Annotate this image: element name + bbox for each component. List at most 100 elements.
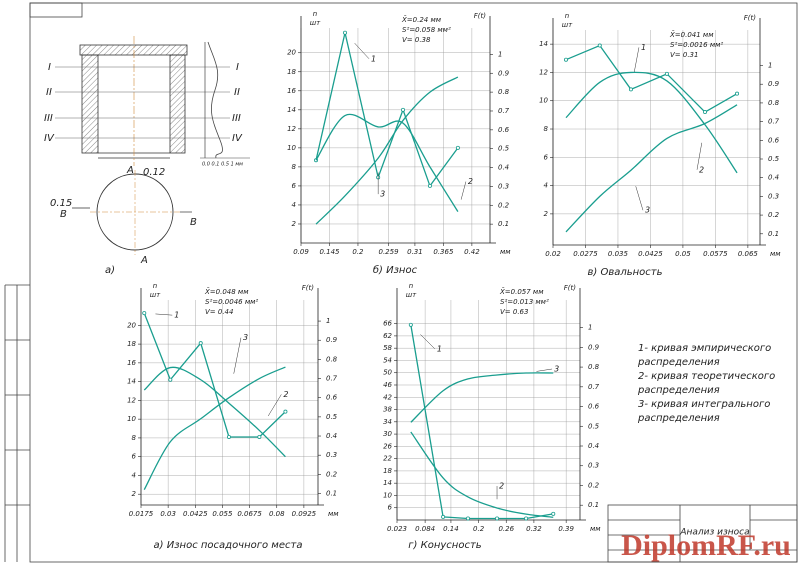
section-label: I	[236, 62, 239, 73]
section-label: II	[46, 87, 52, 98]
y-tick-label: 6	[292, 182, 297, 190]
stats-line: V= 0.31	[670, 51, 698, 59]
x-tick-label: 0.0275	[573, 250, 598, 258]
curve-label: 3	[554, 365, 559, 374]
y2-tick-label: 0.9	[498, 69, 510, 77]
series-line	[143, 312, 286, 438]
stats-line: X̄=0.048 мм	[204, 287, 249, 296]
y2-tick-label: 0.1	[588, 501, 599, 509]
chart: 0.023 0.084 0.14 0.2 0.26 0.32 0.3961014182226…	[383, 282, 601, 551]
y-tick-label: 4	[292, 201, 296, 209]
curve-leader	[354, 42, 370, 59]
y-axis-label: n	[409, 282, 413, 290]
y-tick-label: 14	[383, 479, 392, 487]
section-label: IV	[232, 133, 243, 144]
series-marker	[401, 107, 406, 112]
y2-tick-label: 0.9	[588, 343, 600, 351]
series-line	[143, 366, 286, 458]
stats-line: S²=0.058 мм²	[402, 26, 451, 34]
curve-label: 1	[174, 311, 179, 320]
x-tick-label: 0.31	[407, 248, 423, 256]
y-tick-label: 2	[132, 490, 137, 498]
y2-tick-label: 0.8	[326, 355, 338, 363]
series-marker	[257, 434, 262, 439]
x-tick-label: 0.0175	[129, 510, 154, 518]
y-tick-label: 10	[539, 97, 548, 105]
y2-tick-label: 0.8	[588, 363, 600, 371]
x-tick-label: 0.259	[378, 248, 399, 256]
series-marker	[664, 71, 669, 76]
y-tick-label: 4	[544, 182, 548, 190]
y-tick-label: 20	[127, 321, 136, 329]
y2-tick-label: 0.4	[326, 432, 337, 440]
legend-line: 3- кривая интегрального	[638, 399, 770, 410]
x-axis-label: мм	[500, 248, 511, 256]
series-marker	[198, 341, 203, 346]
y2-tick-label: 0.7	[588, 383, 600, 391]
x-tick-label: 0.084	[415, 525, 435, 533]
y2-tick-label: 0.1	[326, 490, 337, 498]
series-marker	[563, 57, 568, 62]
y2-tick-label: 0.7	[768, 118, 780, 126]
series-marker	[142, 311, 147, 316]
y-tick-label: 42	[383, 393, 392, 401]
section-label: III	[44, 113, 53, 124]
series-line	[565, 104, 738, 233]
legend-line: распределения	[637, 385, 720, 396]
y-tick-label: 54	[383, 356, 392, 364]
curve-leader	[420, 334, 436, 350]
title-block-title: Анализ износа	[679, 528, 749, 538]
curve-label: 3	[380, 190, 385, 199]
y2-tick-label: 0.1	[498, 220, 509, 228]
series-line	[315, 113, 459, 212]
y-tick-label: 8	[132, 434, 137, 442]
y-tick-label: 18	[287, 68, 296, 76]
stats-line: V= 0.44	[205, 308, 233, 316]
y-tick-label: 10	[127, 415, 136, 423]
watermark: DiplomRF.ru	[621, 529, 791, 562]
x-tick-label: 0.365	[433, 248, 454, 256]
y2-tick-label: 0.3	[588, 462, 599, 470]
chart-caption: г) Конусность	[408, 540, 481, 551]
y2-axis-label: F(t)	[302, 284, 315, 292]
y-tick-label: 12	[127, 396, 136, 404]
y-tick-label: 12	[539, 68, 548, 76]
x-tick-label: 0.26	[498, 525, 514, 533]
y2-tick-label: 0.6	[498, 126, 510, 134]
series-marker	[703, 110, 708, 115]
curve-label: 2	[499, 482, 504, 491]
x-tick-label: 0.2	[473, 525, 485, 533]
y-tick-label: 50	[383, 369, 392, 377]
y-tick-label: 38	[383, 406, 392, 414]
curve-label: 2	[468, 177, 473, 186]
y-axis-label: n	[153, 282, 157, 290]
x-tick-label: 0.0675	[237, 510, 262, 518]
section-a-label: A	[140, 255, 148, 266]
y-tick-label: 6	[544, 153, 549, 161]
y2-tick-label: 0.5	[768, 155, 780, 163]
y-axis-label: n	[565, 12, 569, 20]
x-axis-label: мм	[590, 525, 601, 533]
curve-leader	[460, 181, 467, 200]
x-axis-label: мм	[770, 250, 781, 258]
x-tick-label: 0.0575	[703, 250, 728, 258]
stats-line: X̄=0.057 мм	[499, 287, 544, 296]
y-tick-label: 14	[287, 106, 296, 114]
series-marker	[597, 43, 602, 48]
y2-tick-label: 0.3	[768, 192, 779, 200]
x-tick-label: 0.065	[738, 250, 759, 258]
chart-caption: в) Овальность	[587, 267, 662, 278]
y-tick-label: 6	[132, 453, 137, 461]
y-tick-label: 46	[383, 381, 392, 389]
x-tick-label: 0.09	[293, 248, 309, 256]
series-marker	[628, 87, 633, 92]
series-marker	[495, 516, 500, 521]
stats-line: S²=0.0016 мм²	[670, 41, 723, 49]
x-tick-label: 0.14	[443, 525, 459, 533]
dimension-label: 0.12	[143, 167, 165, 178]
y-axis-label: шт	[150, 291, 161, 299]
chart: 0.02 0.0275 0.035 0.0425 0.05 0.0575 0.065 2 4 6 8…	[539, 12, 781, 278]
series-marker	[427, 183, 432, 188]
x-axis-label: мм	[328, 510, 339, 518]
